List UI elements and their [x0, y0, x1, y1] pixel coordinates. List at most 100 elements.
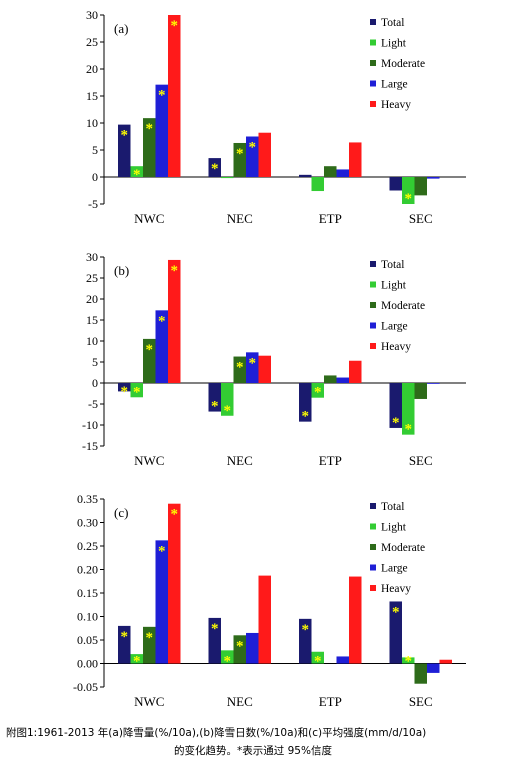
significance-star: *	[314, 654, 322, 670]
significance-star: *	[146, 342, 154, 358]
y-tick-label: 20	[86, 62, 98, 76]
bar-heavy-etp	[349, 360, 362, 383]
legend-label-total: Total	[381, 259, 404, 271]
bar-light-sec	[402, 657, 415, 664]
bar-total-sec	[389, 383, 402, 428]
significance-star: *	[211, 399, 219, 415]
bar-large-etp	[336, 377, 349, 383]
y-tick-label: 5	[92, 143, 98, 157]
bar-heavy-nec	[258, 355, 271, 383]
y-tick-label: 0.35	[77, 492, 98, 506]
bar-moderate-nwc	[143, 118, 156, 177]
bar-moderate-sec	[414, 177, 427, 196]
legend-swatch-light	[370, 523, 376, 530]
bar-moderate-nec	[233, 142, 246, 177]
y-tick-label: -15	[82, 439, 98, 453]
significance-star: *	[158, 543, 166, 559]
legend-swatch-total	[370, 19, 376, 25]
x-tick-label-sec: SEC	[409, 211, 433, 226]
bar-large-etp	[336, 169, 349, 177]
legend-swatch-heavy	[370, 343, 376, 349]
y-tick-label: 30	[86, 8, 98, 22]
legend-swatch-moderate	[370, 302, 376, 308]
x-tick-label-sec: SEC	[409, 694, 433, 709]
significance-star: *	[133, 654, 141, 670]
significance-star: *	[236, 146, 244, 162]
significance-star: *	[224, 403, 232, 419]
x-tick-label-sec: SEC	[409, 453, 433, 468]
bar-heavy-nwc	[168, 259, 181, 383]
significance-star: *	[158, 88, 166, 104]
significance-star: *	[146, 121, 154, 137]
legend-label-total: Total	[381, 17, 404, 29]
significance-star: *	[392, 604, 400, 620]
bar-large-nec	[246, 632, 259, 664]
bar-light-nec	[221, 650, 234, 664]
significance-star: *	[121, 629, 129, 645]
significance-star: *	[146, 630, 154, 646]
bar-moderate-sec	[414, 383, 427, 399]
y-tick-label: 15	[86, 313, 98, 327]
x-tick-label-nwc: NWC	[134, 211, 164, 226]
bar-light-nec	[221, 383, 234, 416]
legend-swatch-large	[370, 322, 376, 329]
legend-swatch-large	[370, 80, 376, 87]
legend-label-large: Large	[381, 321, 408, 333]
y-tick-label: 0.00	[77, 657, 98, 671]
panel-label: (b)	[114, 263, 129, 278]
x-tick-label-etp: ETP	[319, 453, 342, 468]
bar-light-nwc	[130, 654, 143, 664]
y-tick-label: 0.10	[77, 610, 98, 624]
bar-heavy-etp	[349, 142, 362, 177]
significance-star: *	[236, 360, 244, 376]
chart-panel-1: -5 0 5 10 15 20 25 30 * * * * * NWC * * * NEC ETP * SEC (a) To…	[86, 8, 466, 226]
y-tick-label: 20	[86, 292, 98, 306]
bar-large-nec	[246, 352, 259, 383]
legend-label-large: Large	[381, 563, 408, 575]
bar-total-sec	[389, 601, 402, 664]
y-tick-label: 10	[86, 116, 98, 130]
legend-label-heavy: Heavy	[381, 583, 411, 595]
legend-label-heavy: Heavy	[381, 99, 411, 111]
bar-moderate-nwc	[143, 626, 156, 664]
legend: Total Light Moderate Large Heavy	[370, 17, 425, 111]
significance-star: *	[171, 18, 179, 34]
bar-heavy-nec	[258, 132, 271, 177]
legend-swatch-heavy	[370, 101, 376, 107]
y-tick-label: 0.05	[77, 633, 98, 647]
y-tick-label: 0.15	[77, 586, 98, 600]
panel-label: (c)	[114, 505, 128, 520]
significance-star: *	[302, 622, 310, 638]
significance-star: *	[211, 161, 219, 177]
legend-label-large: Large	[381, 79, 408, 91]
significance-star: *	[224, 653, 232, 669]
legend-swatch-light	[370, 39, 376, 46]
significance-star: *	[121, 128, 129, 144]
significance-star: *	[405, 422, 413, 438]
significance-star: *	[236, 638, 244, 654]
bar-heavy-sec	[439, 659, 452, 664]
bar-moderate-etp	[324, 166, 337, 177]
legend-swatch-total	[370, 261, 376, 267]
y-tick-label: 0.30	[77, 516, 98, 530]
significance-star: *	[302, 409, 310, 425]
x-tick-label-nwc: NWC	[134, 453, 164, 468]
bar-total-etp	[299, 174, 312, 177]
bar-light-sec	[402, 177, 415, 204]
significance-star: *	[211, 621, 219, 637]
legend-label-moderate: Moderate	[381, 58, 425, 70]
y-tick-label: 0	[92, 170, 98, 184]
bar-large-etp	[336, 656, 349, 664]
legend-label-total: Total	[381, 501, 404, 513]
bar-large-sec	[427, 177, 440, 179]
y-tick-label: 0.25	[77, 539, 98, 553]
bar-light-etp	[311, 177, 324, 192]
significance-star: *	[121, 384, 129, 400]
x-tick-label-etp: ETP	[319, 694, 342, 709]
x-tick-label-etp: ETP	[319, 211, 342, 226]
bar-total-nec	[208, 158, 221, 177]
x-tick-label-nec: NEC	[227, 211, 253, 226]
bar-total-nwc	[118, 383, 131, 392]
legend-swatch-light	[370, 281, 376, 288]
